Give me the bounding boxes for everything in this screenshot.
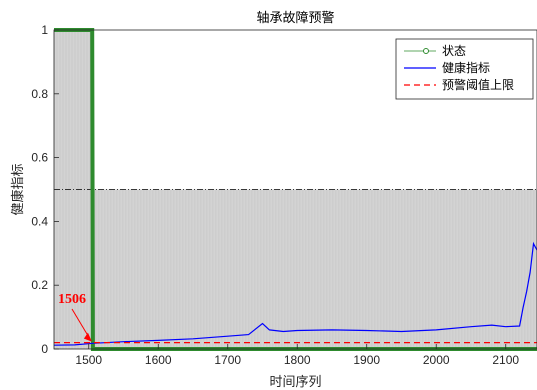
legend-marker-circle bbox=[423, 48, 429, 54]
x-tick-label: 2100 bbox=[492, 353, 519, 367]
axis-ticks: 1500 1600 1700 1800 1900 2000 2100 0 0.2 0.4 0.6 0.… bbox=[31, 23, 519, 367]
x-tick-label: 1600 bbox=[145, 353, 172, 367]
x-tick-label: 1800 bbox=[284, 353, 311, 367]
x-tick-label: 2000 bbox=[423, 353, 450, 367]
y-tick-label: 0.4 bbox=[31, 214, 48, 228]
legend-entry-health-index-label: 健康指标 bbox=[442, 60, 490, 75]
health-index-series bbox=[53, 241, 537, 346]
y-tick-label: 1 bbox=[41, 23, 48, 37]
shaded-regions bbox=[53, 30, 537, 349]
legend-entry-threshold-label: 预警阈值上限 bbox=[442, 77, 514, 92]
x-tick-label: 1700 bbox=[214, 353, 241, 367]
annotation-group: 1506 bbox=[58, 292, 92, 342]
x-tick-label: 1500 bbox=[75, 353, 102, 367]
y-tick-label: 0.8 bbox=[31, 87, 48, 101]
annotation-label: 1506 bbox=[58, 292, 86, 307]
x-tick-label: 1900 bbox=[353, 353, 380, 367]
legend-box bbox=[395, 38, 534, 100]
annotation-arrow-head bbox=[83, 332, 92, 342]
y-tick-label: 0 bbox=[41, 342, 48, 356]
axes-box bbox=[53, 29, 537, 350]
x-axis-label: 时间序列 bbox=[269, 375, 321, 390]
y-tick-label: 0.6 bbox=[31, 151, 48, 165]
chart-title: 轴承故障预警 bbox=[256, 10, 334, 26]
legend-entry-status-label: 状态 bbox=[442, 44, 466, 58]
y-tick-label: 0.2 bbox=[31, 278, 48, 292]
y-axis-label: 健康指标 bbox=[10, 163, 26, 215]
